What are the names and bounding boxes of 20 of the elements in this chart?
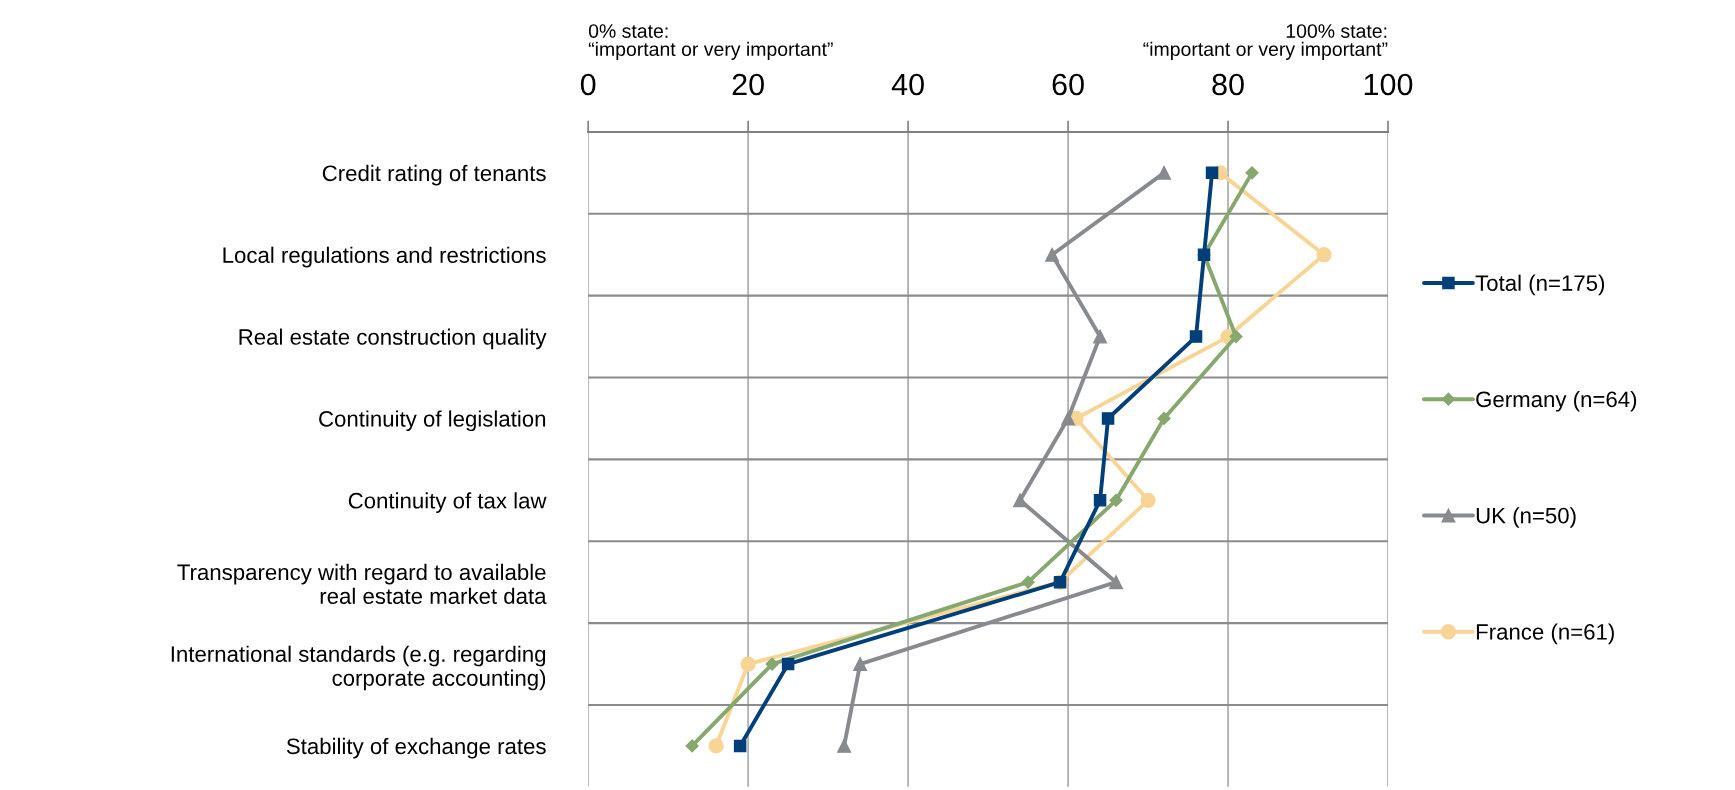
legend-label: Total (n=175) [1475, 274, 1605, 296]
legend-label: Germany (n=64) [1476, 390, 1637, 412]
legend-label: France (n=61) [1476, 623, 1614, 645]
legend-label: UK (n=50) [1476, 507, 1576, 528]
x-tick-label: 20 [732, 73, 764, 96]
y-tick-label: Transparency with regard to available real estate market data [177, 563, 547, 605]
x-tick-label: 80 [1212, 73, 1244, 96]
text: 100% state: “important or very important” [1143, 24, 1388, 60]
y-tick-label: Credit rating of tenants [322, 164, 546, 186]
text: 0% state: “important or very important” [588, 24, 833, 60]
y-tick-label: Continuity of legislation [319, 410, 546, 432]
y-tick-label: International standards (e.g. regarding corporate accounting) [171, 645, 546, 691]
y-tick-label: Continuity of tax law [348, 492, 547, 513]
x-tick-label: 100 [1364, 73, 1413, 96]
x-tick-label: 60 [1052, 73, 1084, 96]
x-tick-label: 0 [580, 73, 596, 96]
y-tick-label: Stability of exchange rates [286, 737, 546, 759]
y-tick-label: Real estate construction quality [239, 328, 547, 350]
x-tick-label: 40 [891, 73, 924, 96]
y-tick-label: Local regulations and restrictions [223, 246, 546, 268]
